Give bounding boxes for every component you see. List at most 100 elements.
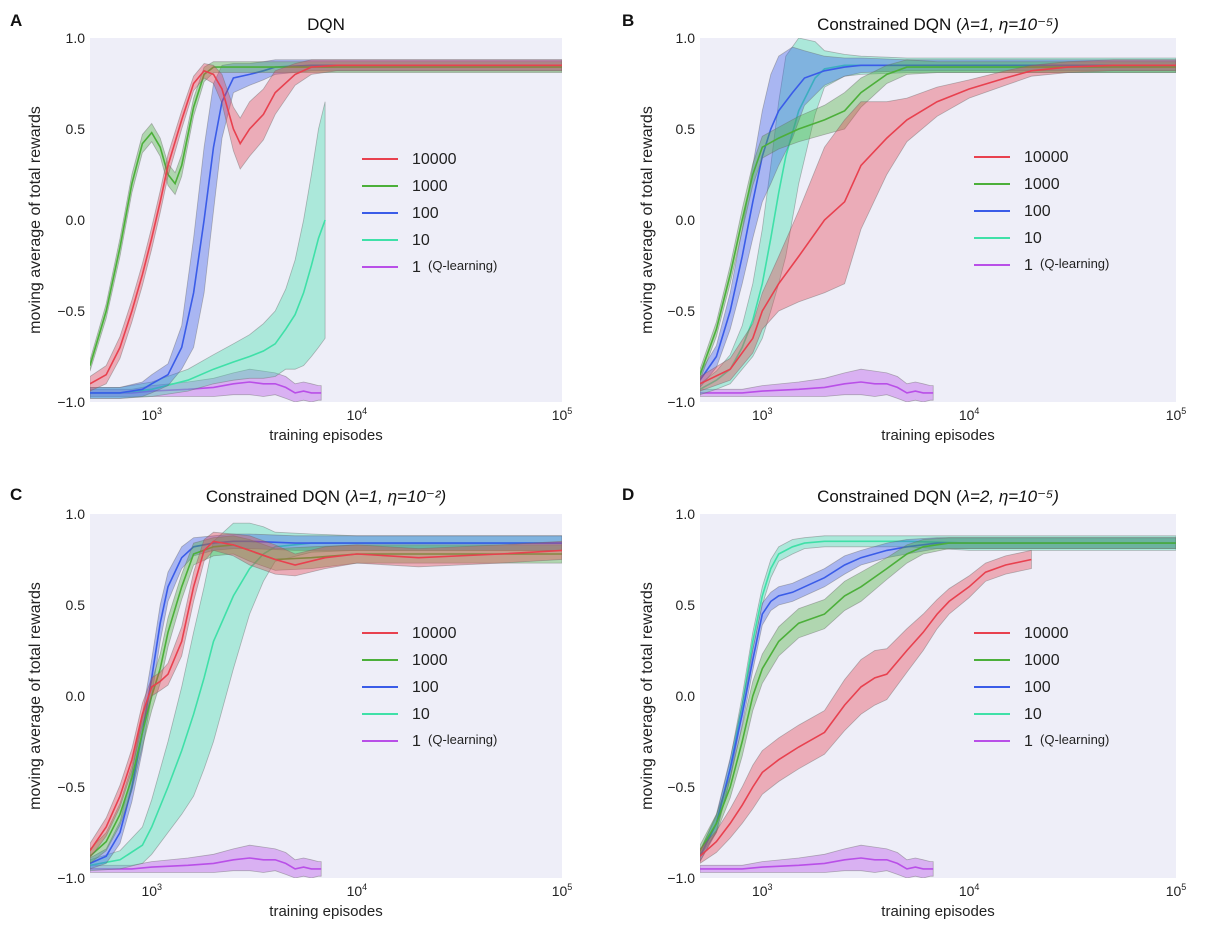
series-band-10 [700, 38, 1176, 396]
y-tick-label: 1.0 [66, 506, 86, 522]
series-band-10000 [90, 59, 562, 392]
chart-title-params: λ=1, η=10⁻²) [349, 487, 446, 506]
series-band-100 [700, 537, 1176, 863]
series-band-1000 [700, 59, 1176, 381]
legend-label-10: 10 [1024, 230, 1042, 247]
legend-note: (Q-learning) [428, 258, 497, 273]
y-tick-label: −0.5 [57, 303, 85, 319]
series-band-1 [90, 368, 322, 402]
legend-label-10: 10 [412, 706, 430, 723]
series-line-1000 [90, 66, 562, 366]
series-band-1000 [700, 537, 1176, 857]
x-axis-label: training episodes [269, 427, 382, 444]
x-tick-label: 105 [552, 406, 573, 423]
y-tick-label: −0.5 [57, 779, 85, 795]
series-line-1 [700, 381, 934, 394]
series-line-10000 [700, 558, 1032, 857]
chart-panel-d: D Constrained DQN (λ=2, η=10⁻⁵) moving ave… [622, 485, 1186, 920]
plot-area [700, 38, 1176, 402]
chart-title-text: DQN [307, 15, 345, 34]
y-axis-label: moving average of total rewards [27, 582, 44, 810]
plot-area [90, 38, 562, 402]
legend-label-100: 100 [1024, 203, 1051, 220]
series-band-1000 [90, 61, 562, 372]
chart-title-text: Constrained DQN ( [817, 487, 962, 506]
series-group [90, 59, 562, 402]
x-tick-label: 103 [752, 406, 773, 423]
legend-note: (Q-learning) [428, 732, 497, 747]
legend-note: (Q-learning) [1040, 732, 1109, 747]
series-line-10000 [90, 64, 562, 385]
y-tick-label: 1.0 [676, 506, 696, 522]
chart-title-text: Constrained DQN ( [817, 15, 962, 34]
legend-label-1: 1 [412, 259, 421, 276]
chart-title: Constrained DQN (λ=1, η=10⁻²) [206, 487, 446, 506]
chart-title: DQN [307, 15, 345, 34]
legend-label-10000: 10000 [1024, 149, 1069, 166]
y-axis-label: moving average of total rewards [639, 582, 656, 810]
legend: 10000 1000 100 10 1 (Q-learning) [974, 625, 1109, 750]
series-line-10 [90, 219, 326, 394]
legend: 10000 1000 100 10 1 (Q-learning) [974, 149, 1109, 274]
x-axis-label: training episodes [881, 903, 994, 920]
plot-area [90, 514, 562, 878]
y-tick-label: −1.0 [57, 394, 85, 410]
chart-title: Constrained DQN (λ=1, η=10⁻⁵) [817, 15, 1059, 34]
chart-title-params: λ=2, η=10⁻⁵) [961, 487, 1059, 506]
series-group [700, 535, 1176, 878]
y-axis-label: moving average of total rewards [27, 106, 44, 334]
y-tick-label: 0.5 [66, 597, 86, 613]
y-tick-label: 0.0 [66, 688, 86, 704]
legend-label-10: 10 [1024, 706, 1042, 723]
series-band-10000 [90, 531, 562, 859]
y-tick-label: 0.5 [676, 121, 696, 137]
y-tick-label: 1.0 [676, 30, 696, 46]
x-tick-label: 105 [1166, 406, 1187, 423]
legend-label-1: 1 [1024, 733, 1033, 750]
series-line-10000 [90, 540, 562, 852]
chart-title-text: Constrained DQN ( [206, 487, 351, 506]
chart-title: Constrained DQN (λ=2, η=10⁻⁵) [817, 487, 1059, 506]
legend-label-100: 100 [412, 679, 439, 696]
plot-area [700, 514, 1176, 878]
legend-label-1000: 1000 [412, 178, 448, 195]
y-tick-label: 0.5 [676, 597, 696, 613]
x-tick-label: 104 [959, 882, 980, 899]
y-axis-label: moving average of total rewards [639, 106, 656, 334]
chart-panel-a: A DQN moving average of total rewards train… [10, 11, 572, 444]
y-tick-label: −0.5 [667, 303, 695, 319]
x-tick-label: 104 [347, 882, 368, 899]
chart-panel-c: C Constrained DQN (λ=1, η=10⁻²) moving ave… [10, 485, 572, 920]
series-band-1 [700, 844, 934, 878]
y-tick-label: −1.0 [667, 870, 695, 886]
series-group [90, 522, 562, 878]
y-tick-label: 0.0 [676, 688, 696, 704]
x-tick-label: 105 [1166, 882, 1187, 899]
y-tick-label: 0.0 [66, 212, 86, 228]
series-band-10000 [700, 59, 1176, 392]
y-tick-label: 1.0 [66, 30, 86, 46]
series-line-10000 [700, 64, 1176, 385]
series-band-1 [700, 368, 934, 402]
chart-title-params: λ=1, η=10⁻⁵) [961, 15, 1059, 34]
legend-label-10000: 10000 [412, 625, 457, 642]
legend-label-1: 1 [412, 733, 421, 750]
y-tick-label: 0.5 [66, 121, 86, 137]
x-tick-label: 103 [141, 882, 162, 899]
x-tick-label: 105 [552, 882, 573, 899]
series-line-1 [90, 857, 322, 870]
series-band-10 [90, 522, 562, 872]
legend-note: (Q-learning) [1040, 256, 1109, 271]
y-tick-label: −0.5 [667, 779, 695, 795]
y-tick-label: −1.0 [667, 394, 695, 410]
legend-label-1000: 1000 [1024, 652, 1060, 669]
legend-label-1000: 1000 [1024, 176, 1060, 193]
series-line-100 [90, 540, 562, 865]
y-tick-label: −1.0 [57, 870, 85, 886]
legend-label-10: 10 [412, 232, 430, 249]
legend-label-1000: 1000 [412, 652, 448, 669]
x-axis-label: training episodes [269, 903, 382, 920]
x-tick-label: 103 [141, 406, 162, 423]
legend-label-100: 100 [1024, 679, 1051, 696]
